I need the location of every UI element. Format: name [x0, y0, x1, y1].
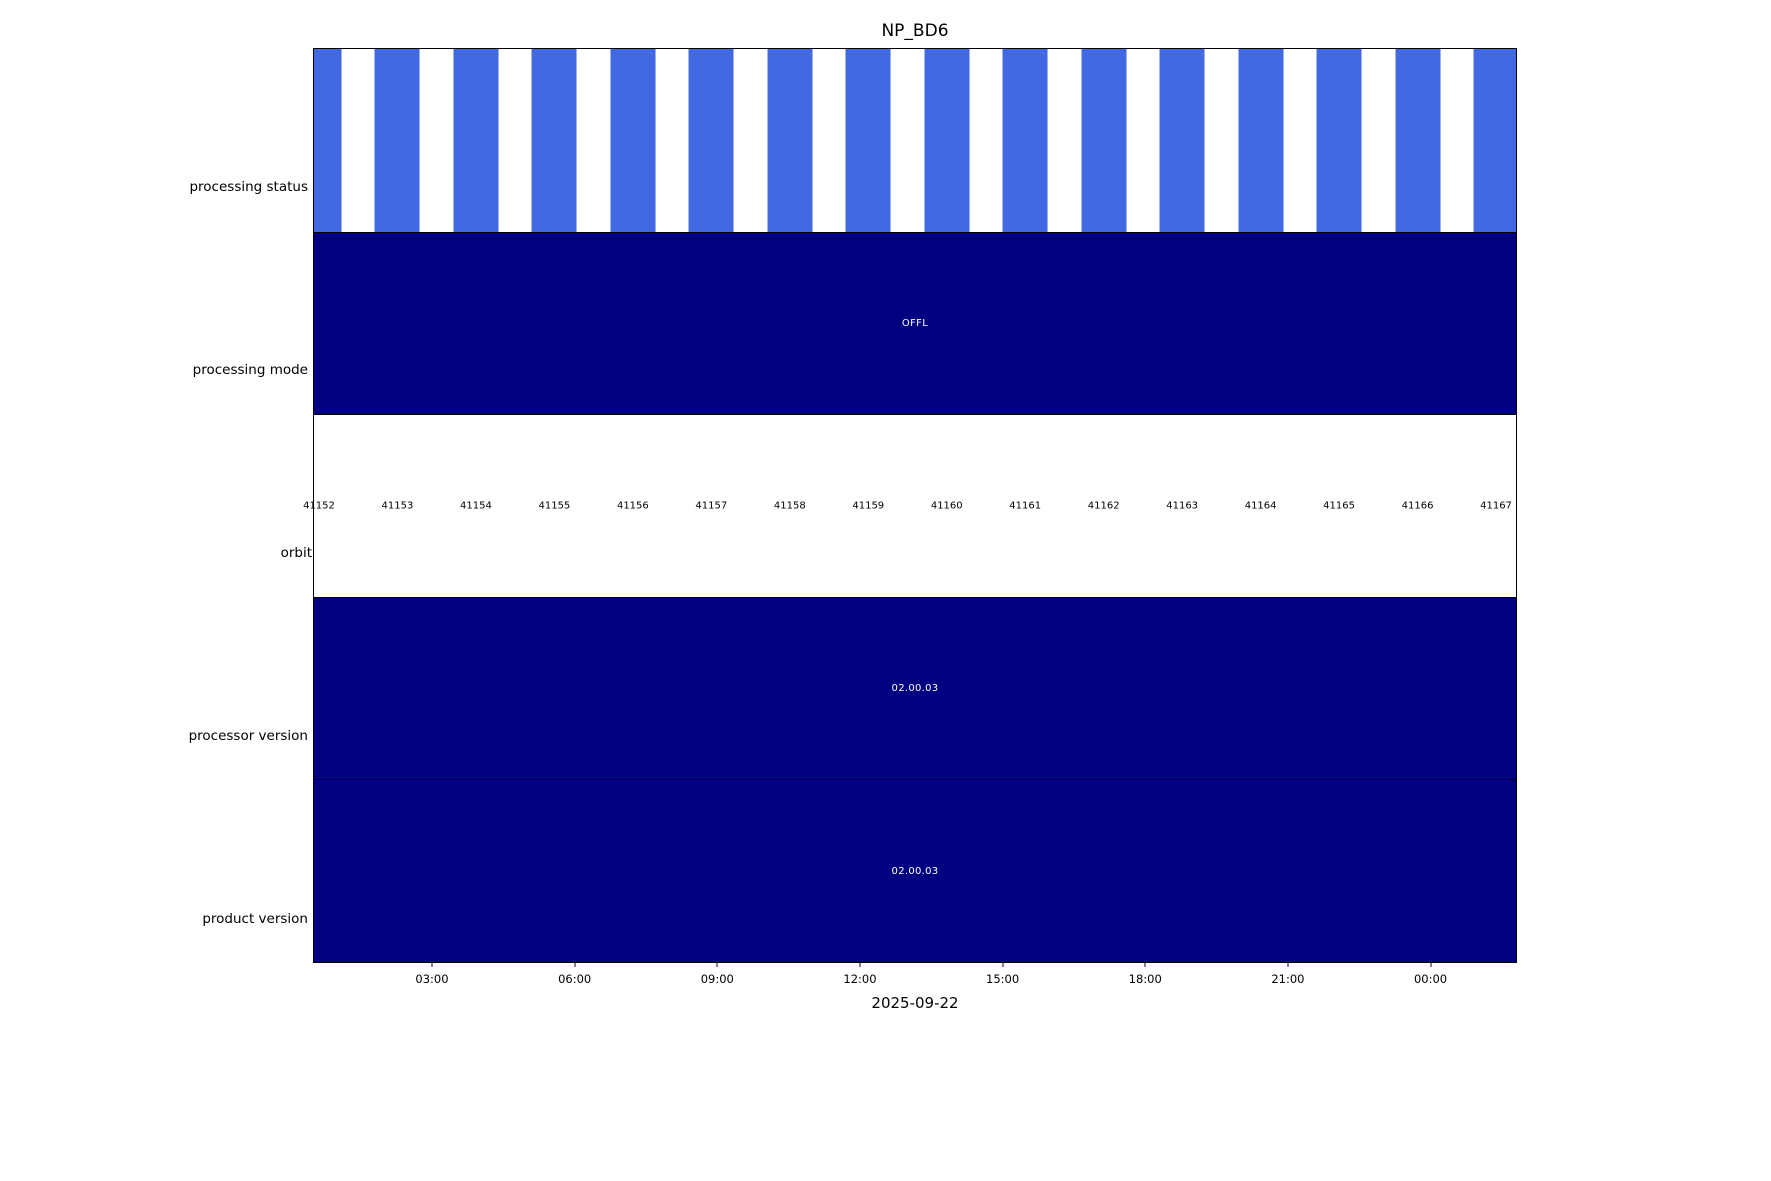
product-version-value: 02.00.03: [891, 865, 939, 877]
orbit-label: 41152: [303, 500, 335, 512]
orbit-label: 41157: [695, 500, 728, 512]
x-axis: 03:00 06:00 09:00 12:00 15:00 18:00 21:00 00:00: [313, 963, 1517, 1023]
status-bar: [453, 49, 499, 232]
row-processor-version: 02.00.03: [314, 596, 1516, 780]
x-tick-label: 03:00: [415, 972, 449, 986]
orbit-label: 41155: [538, 500, 571, 512]
status-bar: [1316, 49, 1362, 232]
status-bar: [610, 49, 656, 232]
orbit-label: 41159: [852, 500, 885, 512]
x-tick-label: 21:00: [1271, 972, 1305, 986]
status-bar: [767, 49, 813, 232]
status-bar: [1238, 49, 1284, 232]
x-axis-label: 2025-09-22: [871, 994, 959, 1012]
status-bar: [1159, 49, 1205, 232]
status-bar: [688, 49, 734, 232]
processor-version-value: 02.00.03: [891, 683, 939, 695]
orbit-label: 41153: [381, 500, 414, 512]
x-tick-label: 06:00: [558, 972, 592, 986]
status-bar: [314, 49, 342, 232]
ylabel-processing-mode: processing mode: [192, 362, 308, 378]
status-bar: [1081, 49, 1127, 232]
ylabel-orbit: orbit: [280, 545, 312, 561]
orbit-label: 41164: [1244, 500, 1277, 512]
chart-title: NP_BD6: [881, 21, 949, 41]
y-axis-labels: processing status processing mode orbit …: [0, 48, 313, 963]
status-bar: [1395, 49, 1441, 232]
x-tick-mark: [1002, 963, 1004, 967]
status-bar: [1002, 49, 1048, 232]
orbit-label: 41162: [1087, 500, 1120, 512]
x-tick-mark: [1287, 963, 1289, 967]
row-product-version: 02.00.03: [314, 779, 1516, 962]
status-bar: [845, 49, 891, 232]
status-bar: [924, 49, 970, 232]
ylabel-processing-status: processing status: [189, 179, 308, 195]
x-tick-mark: [574, 963, 576, 967]
orbit-label: 41161: [1009, 500, 1042, 512]
x-tick-label: 12:00: [843, 972, 877, 986]
orbit-label: 41166: [1401, 500, 1434, 512]
row-orbit: 41152 41153 41154 41155 41156 41157 41158 41159…: [303, 414, 1516, 597]
ylabel-processor-version: processor version: [188, 728, 308, 744]
status-bar: [374, 49, 420, 232]
x-tick-label: 15:00: [986, 972, 1020, 986]
orbit-label: 41163: [1166, 500, 1199, 512]
orbit-label: 41167: [1480, 500, 1512, 512]
row-processing-status: [314, 49, 1516, 232]
orbit-label: 41156: [616, 500, 649, 512]
x-tick-label: 18:00: [1128, 972, 1162, 986]
x-tick-label: 09:00: [700, 972, 734, 986]
status-bar: [531, 49, 577, 232]
x-tick-mark: [431, 963, 433, 967]
x-tick-mark: [1144, 963, 1146, 967]
status-bar: [1473, 49, 1516, 232]
x-tick-mark: [859, 963, 861, 967]
ylabel-product-version: product version: [202, 911, 308, 927]
orbit-label: 41160: [930, 500, 963, 512]
orbit-label: 41158: [773, 500, 806, 512]
processing-mode-value: OFFL: [901, 317, 929, 329]
plot-area: OFFL 41152 41153 41154 41155 41156 41157 41158…: [303, 48, 1517, 963]
x-tick-mark: [716, 963, 718, 967]
row-processing-mode: OFFL: [314, 231, 1516, 415]
orbit-label: 41154: [460, 500, 492, 512]
x-tick-mark: [1430, 963, 1432, 967]
orbit-label: 41165: [1323, 500, 1355, 512]
x-tick-label: 00:00: [1413, 972, 1448, 986]
